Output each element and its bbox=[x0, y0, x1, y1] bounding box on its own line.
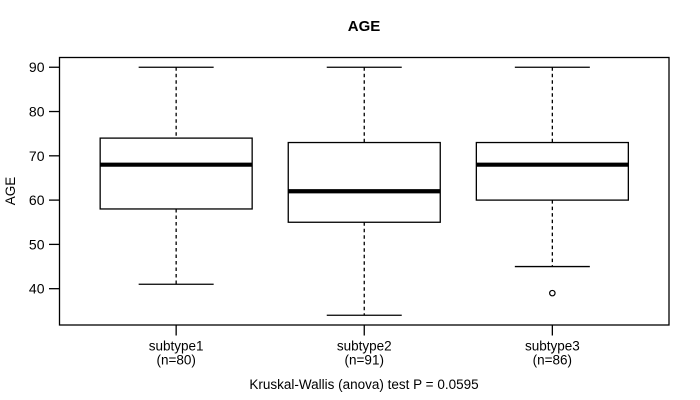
iqr-box bbox=[99, 137, 253, 210]
plot-area: 40 50 60 70 80 90 subtype1(n=80) subtype2(n=91)… bbox=[29, 56, 670, 368]
y-axis-title: AGE bbox=[3, 177, 18, 206]
y-axis-tick-label: 60 bbox=[29, 192, 45, 208]
iqr-box bbox=[475, 141, 629, 201]
group-label: subtype2 bbox=[337, 339, 392, 354]
group-count-label: (n=86) bbox=[533, 353, 572, 368]
chart-title: AGE bbox=[348, 18, 381, 35]
y-axis-tick-label: 70 bbox=[29, 148, 45, 164]
y-axis-tick-label: 50 bbox=[29, 236, 45, 252]
stat-test-caption: Kruskal-Wallis (anova) test P = 0.0595 bbox=[249, 377, 478, 392]
group-label: subtype1 bbox=[149, 339, 204, 354]
group-label: subtype3 bbox=[525, 339, 580, 354]
y-axis-tick-label: 90 bbox=[29, 59, 45, 75]
group-count-label: (n=91) bbox=[345, 353, 384, 368]
iqr-box bbox=[287, 141, 441, 223]
y-axis-tick-label: 40 bbox=[29, 281, 45, 297]
outlier-point bbox=[549, 289, 556, 297]
y-axis-tick-label: 80 bbox=[29, 104, 45, 120]
group-count-label: (n=80) bbox=[156, 353, 195, 368]
